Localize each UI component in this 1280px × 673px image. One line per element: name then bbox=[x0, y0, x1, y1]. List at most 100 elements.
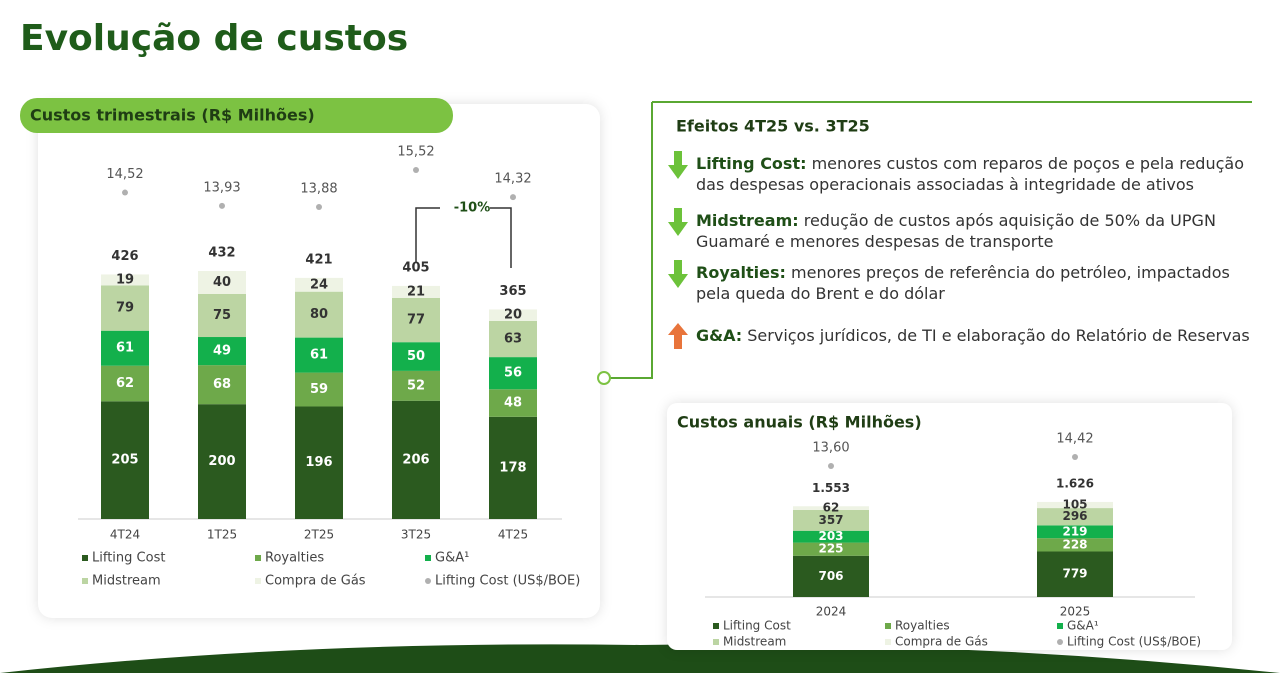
bar-segment bbox=[1037, 538, 1113, 552]
dot bbox=[413, 167, 419, 173]
bar-segment bbox=[198, 337, 246, 366]
effect-item: Lifting Cost: menores custos com reparos… bbox=[696, 153, 1256, 195]
data-label: 68 bbox=[213, 377, 231, 392]
effect-label: G&A: bbox=[696, 326, 743, 345]
data-label: 178 bbox=[499, 460, 526, 475]
data-label: 706 bbox=[818, 569, 843, 583]
data-label: 21 bbox=[407, 284, 425, 299]
data-label: 219 bbox=[1062, 524, 1087, 538]
bar-segment bbox=[793, 530, 869, 543]
dot-label: 13,88 bbox=[300, 182, 337, 197]
dot-label: 14,32 bbox=[494, 172, 531, 187]
bar-segment bbox=[101, 401, 149, 519]
total-label: 432 bbox=[208, 246, 235, 261]
data-label: 20 bbox=[504, 308, 522, 323]
legend-swatch bbox=[82, 578, 88, 584]
bar-segment bbox=[489, 357, 537, 390]
dot bbox=[219, 202, 225, 209]
effect-item: G&A: Serviços jurídicos, de TI e elabora… bbox=[696, 325, 1256, 346]
legend-label: Lifting Cost bbox=[723, 619, 791, 633]
data-label: 40 bbox=[213, 275, 231, 290]
bar-segment bbox=[392, 285, 440, 298]
effect-text: redução de custos após aquisição de 50% … bbox=[696, 211, 1216, 251]
dot-label: 13,93 bbox=[203, 180, 240, 195]
bar-segment bbox=[295, 406, 343, 519]
data-label: 50 bbox=[407, 349, 425, 364]
bar-segment bbox=[198, 365, 246, 405]
data-label: 59 bbox=[310, 382, 328, 397]
card bbox=[667, 403, 1232, 650]
data-label: 779 bbox=[1062, 567, 1087, 581]
data-label: 357 bbox=[818, 513, 843, 527]
annotation-bracket bbox=[415, 207, 512, 268]
effect-text: menores preços de referência do petróleo… bbox=[696, 263, 1230, 303]
bar-segment bbox=[1037, 508, 1113, 526]
chart-title: Custos anuais (R$ Milhões) bbox=[677, 413, 922, 432]
bar-segment bbox=[101, 285, 149, 331]
x-tick-label: 4T25 bbox=[498, 528, 528, 542]
bar-segment bbox=[793, 509, 869, 531]
x-tick-label: 2T25 bbox=[304, 528, 334, 542]
arrow-icon bbox=[668, 260, 688, 288]
bar-segment bbox=[101, 330, 149, 366]
effect-label: Lifting Cost: bbox=[696, 154, 807, 173]
bar-segment bbox=[295, 291, 343, 338]
arrow-icon bbox=[668, 151, 688, 179]
data-label: 61 bbox=[116, 341, 134, 356]
data-label: 206 bbox=[402, 452, 429, 467]
connector bbox=[597, 371, 611, 385]
bar-segment bbox=[198, 404, 246, 519]
bar-segment bbox=[392, 370, 440, 401]
arrow-icon bbox=[668, 208, 688, 236]
dot bbox=[122, 189, 128, 196]
page-title: Evolução de custos bbox=[20, 18, 408, 59]
data-label: 61 bbox=[310, 348, 328, 363]
legend-swatch bbox=[1057, 623, 1063, 629]
dot-label: 14,42 bbox=[1056, 432, 1093, 447]
x-tick-label: 4T24 bbox=[110, 528, 140, 542]
legend-swatch bbox=[1057, 639, 1063, 645]
dot bbox=[510, 194, 516, 201]
data-label: 79 bbox=[116, 301, 134, 316]
data-label: 228 bbox=[1062, 537, 1087, 551]
effect-item: Royalties: menores preços de referência … bbox=[696, 262, 1256, 304]
footer-wave bbox=[0, 644, 1280, 673]
legend-swatch bbox=[713, 623, 719, 629]
legend-swatch bbox=[425, 555, 431, 561]
legend-swatch bbox=[713, 639, 719, 645]
data-label: 52 bbox=[407, 378, 425, 393]
bar-segment bbox=[198, 271, 246, 294]
effect-item: Midstream: redução de custos após aquisi… bbox=[696, 210, 1256, 252]
dot bbox=[828, 463, 834, 469]
data-label: 77 bbox=[407, 313, 425, 328]
effect-label: Midstream: bbox=[696, 211, 799, 230]
chart-title: Custos trimestrais (R$ Milhões) bbox=[30, 106, 315, 125]
data-label: 24 bbox=[310, 277, 328, 292]
data-label: 62 bbox=[116, 376, 134, 391]
bar-segment bbox=[101, 274, 149, 286]
legend-swatch bbox=[82, 555, 88, 561]
data-label: 200 bbox=[208, 454, 235, 469]
bar-segment bbox=[489, 309, 537, 321]
dot-label: 14,52 bbox=[106, 167, 143, 182]
legend-label: Lifting Cost bbox=[92, 551, 165, 566]
data-label: 56 bbox=[504, 366, 522, 381]
data-label: 49 bbox=[213, 344, 231, 359]
dot bbox=[1072, 454, 1078, 460]
effects-title: Efeitos 4T25 vs. 3T25 bbox=[676, 117, 870, 136]
bar-segment bbox=[392, 297, 440, 343]
effect-text: Serviços jurídicos, de TI e elaboração d… bbox=[747, 326, 1250, 345]
bar-segment bbox=[295, 277, 343, 292]
card-header bbox=[20, 98, 453, 133]
legend-swatch bbox=[885, 639, 891, 645]
data-label: 48 bbox=[504, 396, 522, 411]
x-tick-label: 3T25 bbox=[401, 528, 431, 542]
bar-segment bbox=[101, 365, 149, 402]
legend-label: Lifting Cost (US$/BOE) bbox=[435, 574, 580, 589]
arrow-icon bbox=[668, 323, 688, 349]
bar-segment bbox=[793, 506, 869, 510]
legend-label: G&A¹ bbox=[1067, 619, 1099, 633]
data-label: 80 bbox=[310, 307, 328, 322]
legend-label: Lifting Cost (US$/BOE) bbox=[1067, 635, 1201, 649]
